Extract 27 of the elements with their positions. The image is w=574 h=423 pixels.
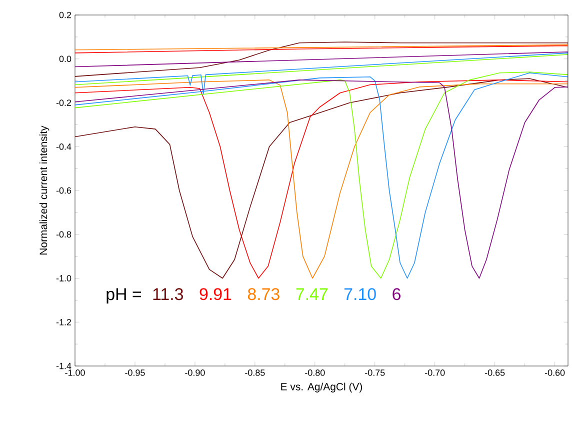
y-tick-label: -0.2 bbox=[56, 100, 72, 106]
y-tick-label: 0.0 bbox=[59, 56, 72, 62]
x-tick-label: -1.00 bbox=[65, 370, 85, 376]
series-label: 11.3 bbox=[153, 288, 183, 300]
series-label: 7.10 bbox=[344, 288, 376, 300]
x-tick-label: -0.60 bbox=[545, 370, 565, 376]
x-tick-label: -0.95 bbox=[125, 370, 145, 376]
y-tick-label: 0.2 bbox=[59, 12, 72, 18]
y-tick-label: -0.6 bbox=[56, 187, 72, 194]
x-tick-label: -0.70 bbox=[425, 370, 445, 376]
x-axis-title: E vs. Ag/AgCl (V) bbox=[281, 382, 362, 392]
text: 8.73 bbox=[248, 288, 280, 300]
y-tick-label: -0.4 bbox=[56, 143, 72, 150]
text: 7.47 bbox=[296, 288, 328, 300]
y-tick-label: -1.0 bbox=[56, 275, 72, 282]
y-tick-label: -1.4 bbox=[56, 362, 72, 370]
text: 6 bbox=[392, 288, 400, 300]
x-tick-label: -0.85 bbox=[245, 370, 265, 376]
x-tick-label: -0.90 bbox=[185, 370, 205, 376]
y-tick-label: -0.8 bbox=[56, 231, 72, 238]
annotation: pH = bbox=[106, 288, 142, 304]
series-label: 9.91 bbox=[200, 288, 232, 300]
x-tick-label: -0.80 bbox=[305, 370, 325, 376]
x-tick-label: -0.75 bbox=[365, 370, 385, 376]
y-tick-label: -1.2 bbox=[56, 318, 72, 326]
y-axis-title: Normalized current intensity bbox=[39, 126, 50, 254]
x-tick-label: -0.65 bbox=[485, 370, 505, 376]
